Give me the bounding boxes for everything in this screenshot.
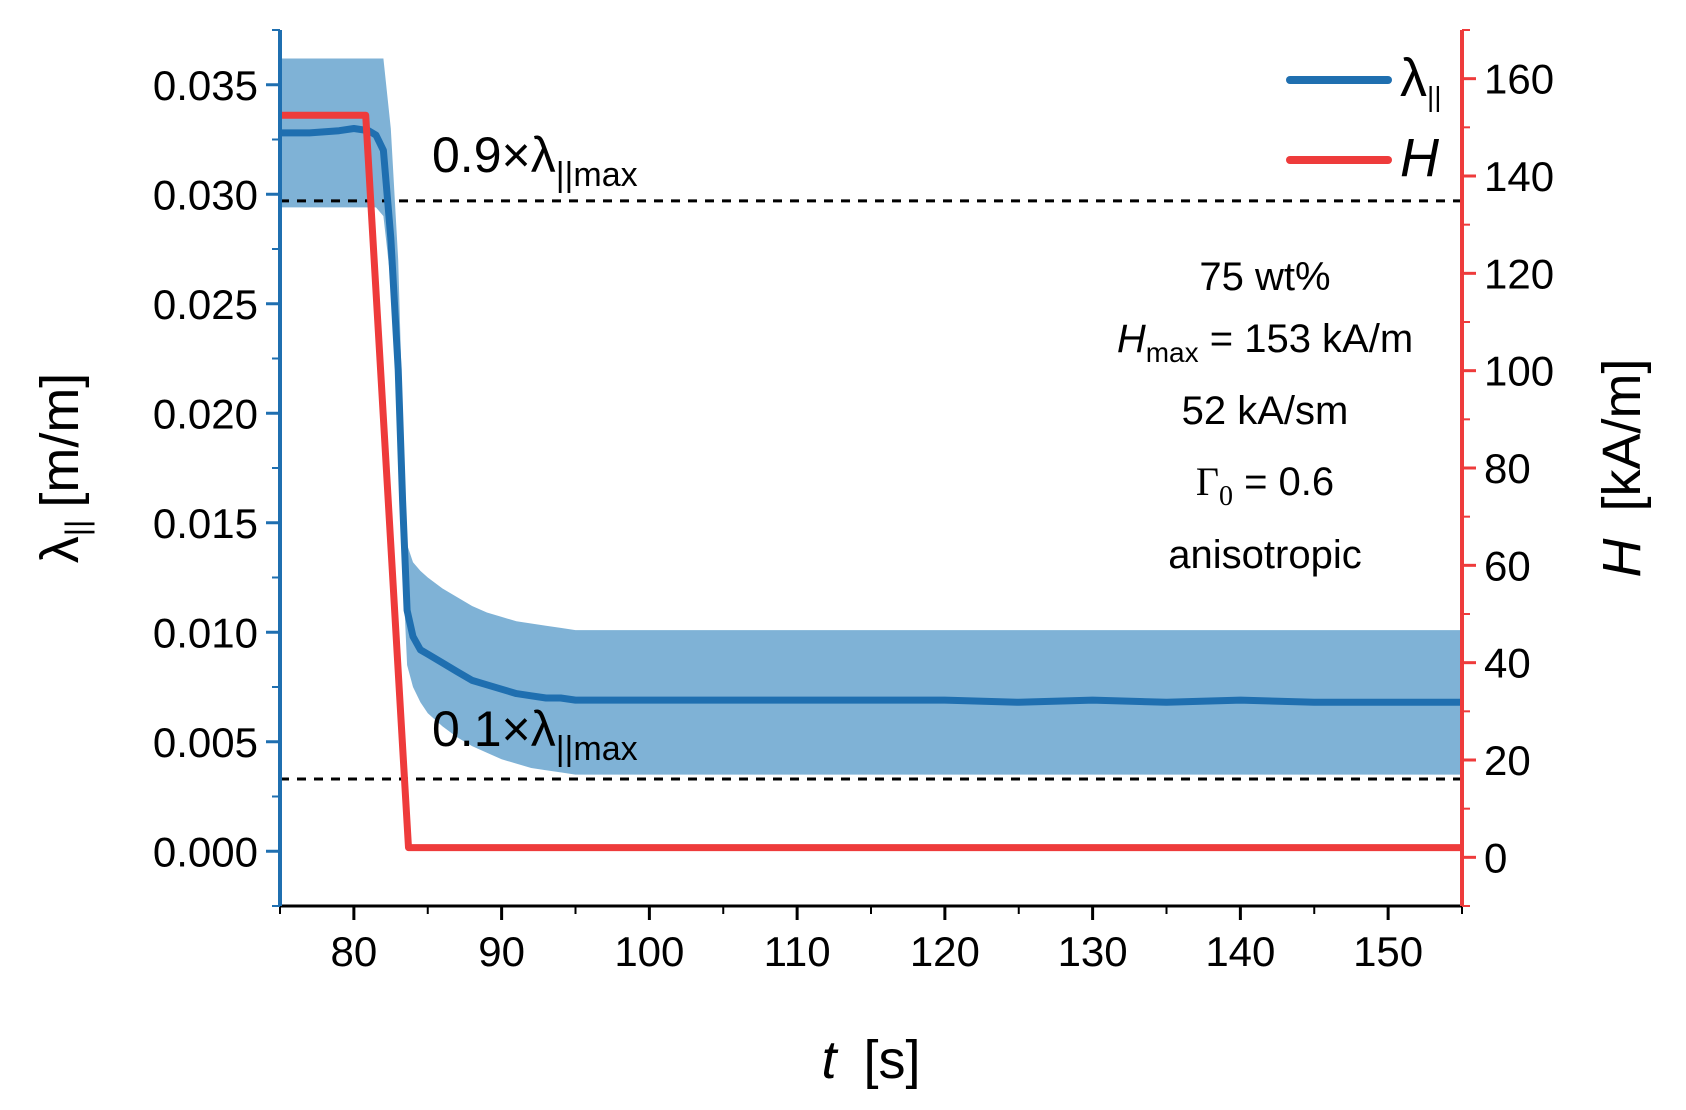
y-right-tick-label: 100 (1484, 348, 1554, 395)
series-line-h (280, 111, 1462, 852)
ref-lower-sub: ||max (556, 730, 638, 768)
ref-upper-text: 0.9×λ (432, 127, 556, 183)
series-line-lambda (280, 125, 1462, 706)
y-left-tick-label: 0.015 (153, 500, 258, 547)
y-left-tick-label: 0.030 (153, 171, 258, 218)
y-right-tick-label: 20 (1484, 737, 1531, 784)
annotation-rate: 52 kA/sm (1182, 389, 1349, 433)
y-left-var: λ (30, 536, 90, 563)
y-axis-right-title: H [kA/m] (1592, 358, 1652, 577)
y-right-tick-label: 120 (1484, 250, 1554, 297)
y-left-tick-label: 0.005 (153, 719, 258, 766)
y-right-tick-label: 40 (1484, 640, 1531, 687)
tick-layer: 80 90 100 110 120 130 140 150 0.000 0.005 0.010 0.0… (153, 29, 1554, 975)
y-left-tick-label: 0.020 (153, 390, 258, 437)
series-layer (280, 111, 1462, 852)
y-left-unit: [m/m] (30, 373, 90, 508)
y-right-var: H (1592, 538, 1652, 578)
y-left-sub: || (59, 520, 95, 537)
legend-lambda-sub: || (1427, 81, 1442, 112)
annotation-gamma-text: = 0.6 (1233, 460, 1334, 504)
y-left-tick-label: 0.035 (153, 62, 258, 109)
annotation-gamma-var: Γ (1196, 459, 1219, 504)
x-tick-label: 120 (910, 928, 980, 975)
legend-lambda-name: λ (1400, 48, 1427, 108)
annotation-hmax-var: H (1117, 317, 1146, 361)
y-right-tick-label: 140 (1484, 153, 1554, 200)
y-left-tick-label: 0.010 (153, 609, 258, 656)
ref-lower-text: 0.1×λ (432, 701, 556, 757)
annotation-hmax: Hmax = 153 kA/m (1117, 317, 1413, 368)
annotation-gamma-sub: 0 (1219, 481, 1233, 512)
y-right-tick-label: 80 (1484, 445, 1531, 492)
annotation-block: 75 wt% Hmax = 153 kA/m 52 kA/sm Γ0 = 0.6… (1117, 255, 1413, 577)
x-tick-label: 100 (614, 928, 684, 975)
x-tick-label: 110 (764, 928, 831, 975)
x-tick-label: 150 (1353, 928, 1423, 975)
annotation-concentration: 75 wt% (1199, 255, 1330, 299)
ref-upper-sub: ||max (556, 156, 638, 194)
annotation-hmax-text: = 153 kA/m (1199, 317, 1414, 361)
y-right-tick-label: 160 (1484, 56, 1554, 103)
ref-label-upper: 0.9×λ||max (432, 127, 638, 194)
x-tick-label: 130 (1058, 928, 1128, 975)
x-tick-label: 140 (1205, 928, 1275, 975)
x-tick-label: 80 (331, 928, 378, 975)
ref-label-lower: 0.1×λ||max (432, 701, 638, 768)
x-tick-label: 90 (478, 928, 525, 975)
y-right-tick-label: 60 (1484, 542, 1531, 589)
x-axis-var: t (821, 1030, 838, 1090)
y-right-unit: [kA/m] (1592, 358, 1652, 511)
legend-label-h: H (1400, 128, 1440, 188)
y-axis-left-title: λ|| [m/m] (30, 373, 95, 564)
x-axis-title: t [s] (821, 1030, 920, 1090)
annotation-gamma: Γ0 = 0.6 (1196, 459, 1334, 512)
annotation-anisotropic: anisotropic (1168, 533, 1361, 577)
annotation-hmax-sub: max (1146, 337, 1199, 368)
y-left-tick-label: 0.025 (153, 281, 258, 328)
legend-label-lambda: λ|| (1400, 48, 1442, 112)
y-left-tick-label: 0.000 (153, 828, 258, 875)
x-axis-unit: [s] (864, 1030, 921, 1090)
y-right-tick-label: 0 (1484, 834, 1507, 881)
legend: λ|| H (1286, 48, 1442, 188)
